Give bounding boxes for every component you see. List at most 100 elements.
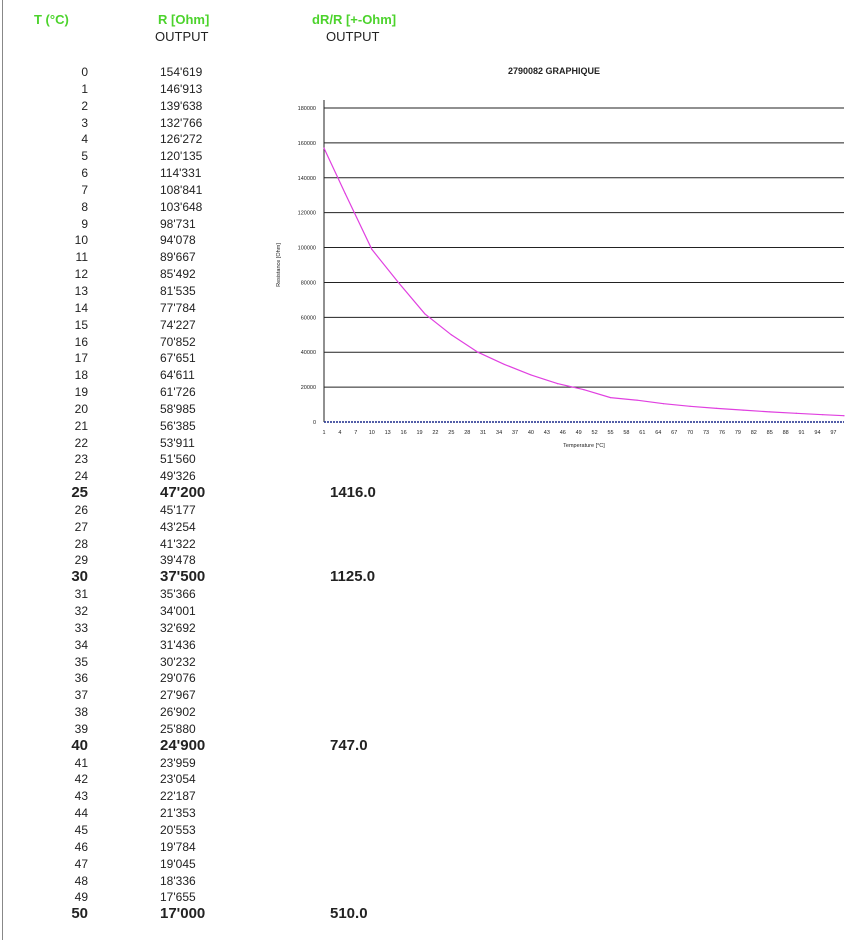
resistance-cell: 39'478 (160, 553, 196, 568)
tolerance-cell (320, 856, 440, 873)
resistance-cell: 94'078 (160, 233, 196, 248)
resistance-cell: 21'353 (160, 806, 196, 821)
temp-cell: 38 (74, 705, 88, 720)
temp-cell: 2 (81, 98, 88, 113)
data-point (424, 313, 426, 315)
resistance-cell: 19'784 (160, 839, 196, 854)
temp-cell: 42 (74, 772, 88, 787)
x-tick-label: 37 (512, 430, 518, 436)
tolerance-cell (320, 552, 440, 569)
y-tick-label: 40000 (301, 350, 316, 356)
temp-cell: 16 (74, 334, 88, 349)
tolerance-cell (320, 721, 440, 738)
y-tick-label: 180000 (298, 106, 316, 112)
temp-cell: 20 (74, 401, 88, 416)
temp-cell: 10 (74, 233, 88, 248)
tolerance-cell (320, 654, 440, 671)
y-tick-label: 120000 (298, 211, 316, 217)
tolerance-cell (320, 873, 440, 890)
tolerance-cell (320, 788, 440, 805)
resistance-cell: 49'326 (160, 469, 196, 484)
temp-cell: 3 (81, 115, 88, 130)
resistance-cell: 85'492 (160, 267, 196, 282)
resistance-cell: 51'560 (160, 452, 196, 467)
data-point (371, 248, 373, 250)
tolerance-cell: 510.0 (330, 905, 368, 923)
y-tick-label: 20000 (301, 385, 316, 391)
temp-cell: 39 (74, 721, 88, 736)
tolerance-cell (320, 805, 440, 822)
temp-cell: 40 (71, 736, 88, 754)
resistance-cell: 34'001 (160, 604, 196, 618)
resistance-cell: 45'177 (160, 502, 196, 517)
y-axis-label: Resistance [Ohm] (276, 243, 282, 287)
x-tick-label: 88 (783, 430, 789, 436)
x-tick-label: 49 (576, 430, 582, 436)
tolerance-cell (320, 502, 440, 519)
temp-cell: 13 (74, 283, 88, 298)
temp-cell: 23 (74, 452, 88, 467)
x-tick-label: 19 (416, 430, 422, 436)
x-tick-label: 10 (369, 430, 375, 436)
temp-cell: 29 (74, 553, 88, 568)
tolerance-cell: 1416.0 (330, 484, 376, 502)
resistance-cell: 61'726 (160, 385, 196, 400)
tolerance-cell (320, 822, 440, 839)
x-tick-label: 40 (528, 430, 534, 436)
series-line (323, 147, 845, 417)
y-tick-label: 140000 (298, 176, 316, 182)
x-tick-label: 22 (432, 430, 438, 436)
data-point (530, 374, 532, 376)
resistance-cell: 67'651 (160, 351, 196, 366)
resistance-cell: 43'254 (160, 519, 196, 534)
temp-cell: 44 (74, 806, 88, 821)
data-point (397, 281, 399, 284)
tolerance-cell (320, 536, 440, 553)
temp-cell: 50 (71, 905, 88, 923)
x-tick-label: 16 (401, 430, 407, 436)
y-tick-label: 60000 (301, 315, 316, 321)
temp-cell: 7 (81, 182, 88, 197)
temp-cell: 27 (74, 519, 88, 534)
resistance-cell: 37'500 (160, 568, 206, 586)
temp-cell: 19 (74, 385, 88, 400)
resistance-cell: 126'272 (160, 132, 203, 147)
resistance-cell: 22'187 (160, 789, 196, 804)
resistance-cell: 17'000 (160, 905, 206, 923)
temp-cell: 49 (74, 890, 88, 905)
x-tick-label: 13 (385, 430, 391, 436)
resistance-cell: 24'900 (160, 736, 206, 754)
x-tick-label: 91 (798, 430, 804, 436)
resistance-cell: 64'611 (160, 368, 195, 383)
temp-cell: 5 (81, 149, 88, 164)
temp-cell: 22 (74, 435, 88, 450)
x-tick-label: 76 (719, 430, 725, 436)
resistance-cell: 23'959 (160, 755, 196, 770)
tolerance-cell (320, 704, 440, 721)
resistance-cell: 31'436 (160, 637, 196, 652)
x-tick-label: 85 (767, 430, 773, 436)
resistance-cell: 27'967 (160, 688, 196, 703)
temp-cell: 34 (74, 637, 88, 652)
x-tick-label: 64 (655, 430, 661, 436)
resistance-cell: 23'054 (160, 772, 196, 787)
temp-cell: 31 (74, 587, 88, 602)
tolerance-column: 1416.0 1125.0 747.0 510.0 (320, 64, 440, 923)
temp-cell: 25 (71, 484, 88, 502)
resistance-column: 154'619 146'913 139'638 132'766 126'272 120'1… (160, 64, 250, 923)
x-tick-label: 43 (544, 430, 550, 436)
data-point (556, 383, 559, 385)
x-tick-label: 46 (560, 430, 566, 436)
temp-cell: 26 (74, 502, 88, 517)
resistance-cell: 70'852 (160, 334, 196, 349)
resistance-cell: 47'200 (160, 484, 206, 502)
x-axis-label: Temperature [°C] (563, 443, 605, 449)
resistance-cell: 146'913 (160, 81, 203, 96)
temp-cell: 9 (81, 216, 88, 231)
resistance-cell: 41'322 (160, 536, 196, 551)
resistance-cell: 114'331 (160, 166, 202, 181)
resistance-cell: 74'227 (160, 317, 196, 332)
temp-cell: 36 (74, 671, 88, 686)
resistance-cell: 30'232 (160, 654, 196, 669)
